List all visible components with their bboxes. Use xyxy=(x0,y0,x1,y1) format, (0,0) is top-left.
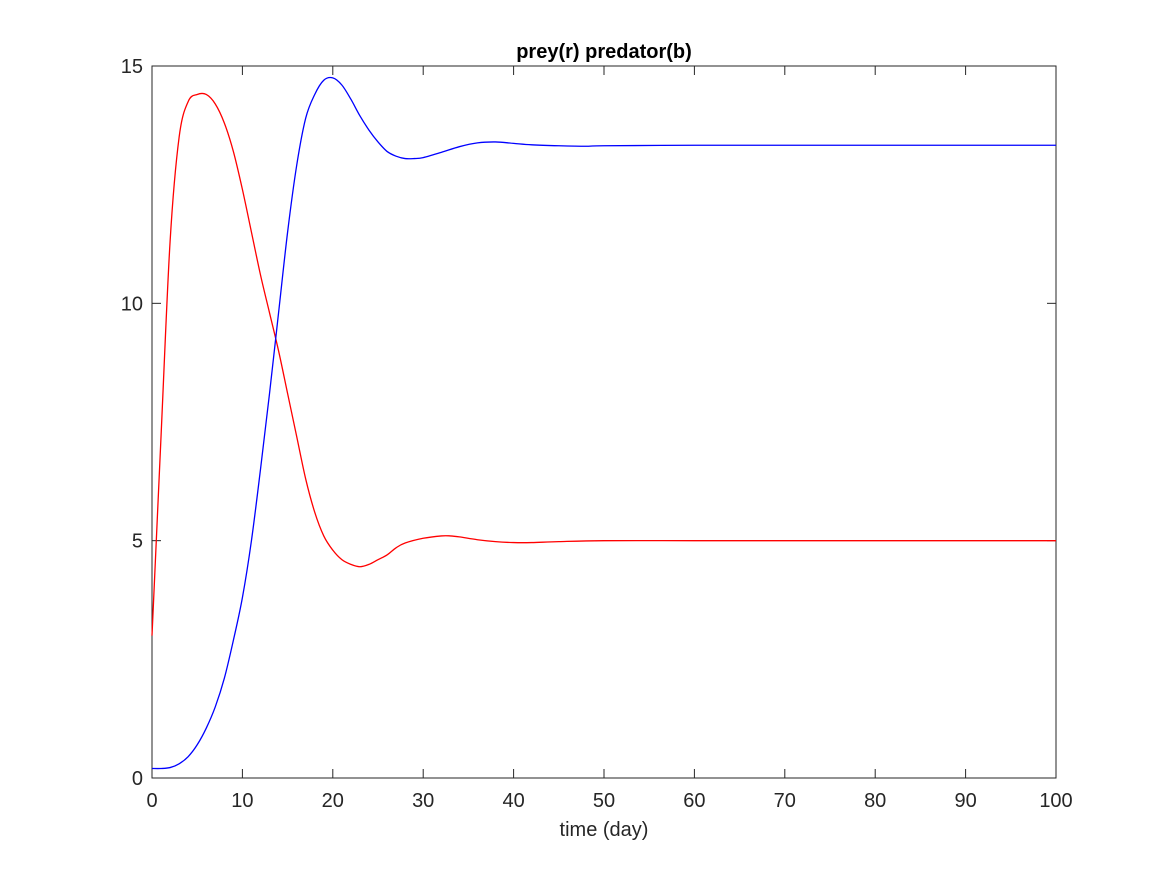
x-tick-label: 0 xyxy=(146,790,157,812)
x-tick-label: 90 xyxy=(954,790,976,812)
y-tick-label: 5 xyxy=(132,531,143,553)
x-tick-label: 30 xyxy=(412,790,434,812)
y-tick-label: 0 xyxy=(132,768,143,790)
x-tick-label: 10 xyxy=(231,790,253,812)
x-tick-label: 50 xyxy=(593,790,615,812)
y-tick-label: 10 xyxy=(121,293,143,315)
prey-series-line xyxy=(151,92,1056,636)
predator-series-line xyxy=(151,76,1056,770)
x-tick-label: 100 xyxy=(1039,790,1072,812)
y-tick-label: 15 xyxy=(121,56,143,78)
x-tick-label: 60 xyxy=(683,790,705,812)
x-tick-label: 40 xyxy=(502,790,524,812)
x-tick-label: 70 xyxy=(774,790,796,812)
x-axis-label: time (day) xyxy=(560,819,649,841)
x-tick-label: 80 xyxy=(864,790,886,812)
axes-box xyxy=(151,65,1057,779)
series-group xyxy=(151,76,1056,770)
chart-title: prey(r) predator(b) xyxy=(516,41,692,63)
x-tick-label: 20 xyxy=(322,790,344,812)
tick-labels: 0 10 20 30 40 50 60 70 80 90 100 0 5 10 15 xyxy=(121,56,1073,812)
